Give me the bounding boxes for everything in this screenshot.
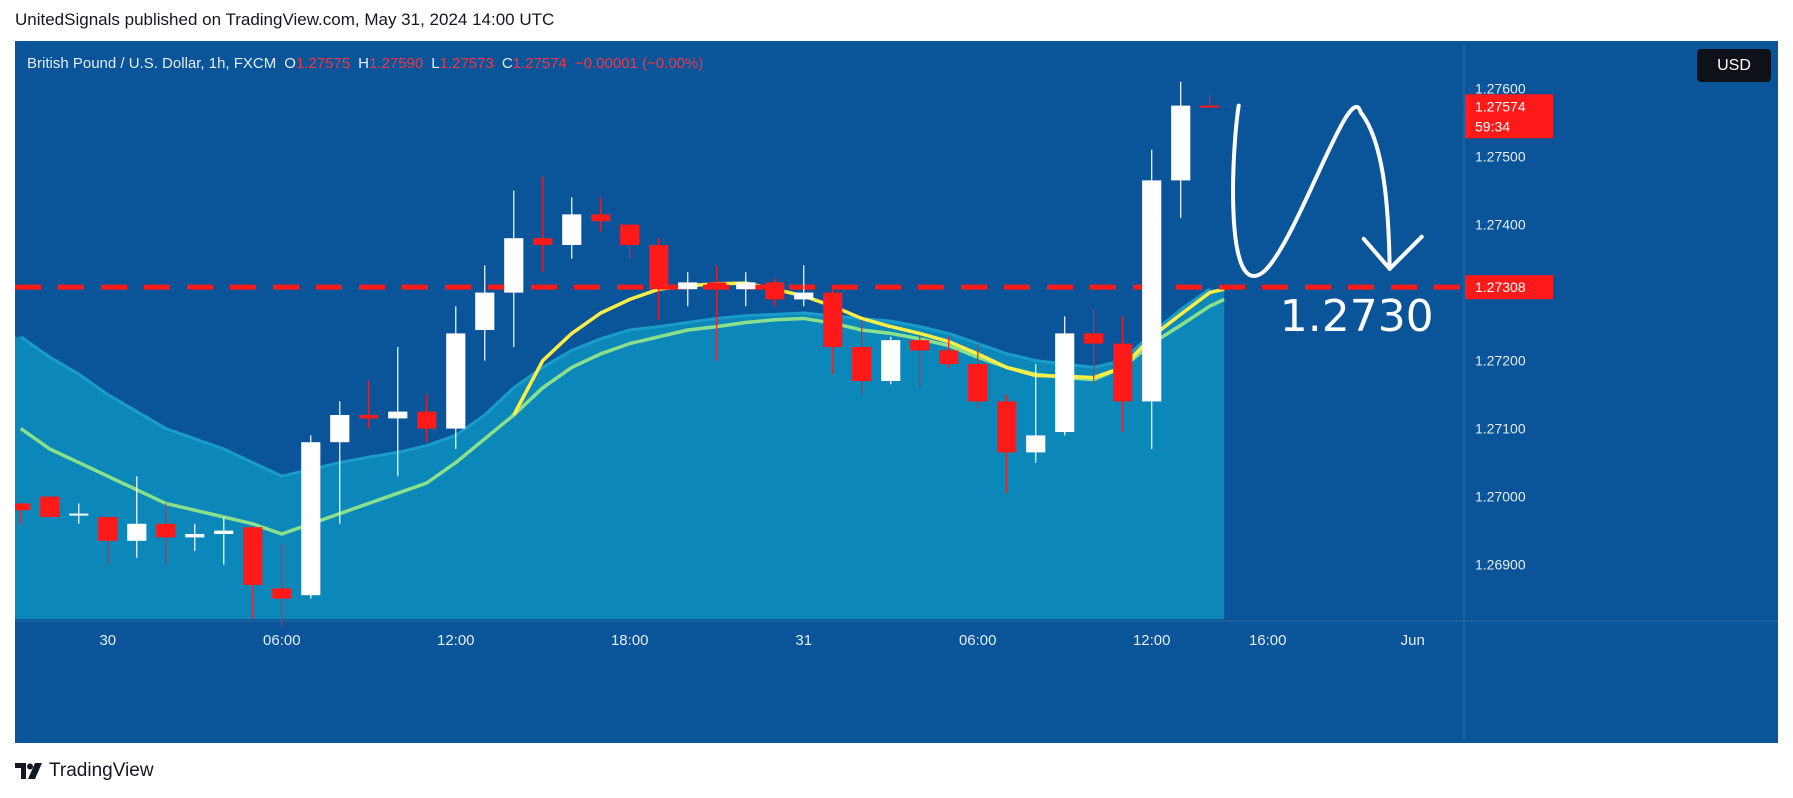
legend-low-value: 1.27573 <box>439 55 494 72</box>
candle-body <box>794 292 814 300</box>
candle-body <box>1055 333 1075 432</box>
legend-change-value: −0.00001 (−0.00%) <box>574 55 704 72</box>
candle-body <box>301 442 321 596</box>
candle-body <box>707 282 727 290</box>
candle-body <box>446 333 466 429</box>
time-tick-label: 12:00 <box>437 632 475 649</box>
candle-body <box>939 350 959 364</box>
price-tick-label: 1.27600 <box>1475 81 1526 97</box>
footer-brand-text: TradingView <box>49 760 154 781</box>
time-tick-label: 18:00 <box>611 632 649 649</box>
candlestick-chart[interactable]: 1.2730 1.26900 1.27000 1.27100 1.27200 1.2730… <box>15 41 1778 743</box>
currency-button[interactable]: USD <box>1697 49 1771 82</box>
candle-body <box>504 238 524 293</box>
tradingview-brand[interactable]: TradingView <box>15 760 154 782</box>
symbol-legend: British Pound / U.S. Dollar, 1h, FXCM O1.… <box>27 55 703 72</box>
time-tick-label: 06:00 <box>263 632 301 649</box>
legend-high-label: H <box>358 55 370 72</box>
candle-body <box>1026 435 1046 453</box>
ma-cloud-area <box>15 289 1225 619</box>
price-tick-label: 1.27100 <box>1475 421 1526 437</box>
candle-body <box>330 415 350 443</box>
candle-body <box>562 214 582 245</box>
candle-body <box>881 340 901 381</box>
candle-body <box>1084 333 1104 344</box>
candle-body <box>591 214 611 222</box>
candle-body <box>243 527 263 585</box>
candle-body <box>388 411 408 419</box>
candle-body <box>620 224 640 245</box>
candle-body <box>1142 180 1162 402</box>
candle-body <box>852 347 872 381</box>
candle-body <box>185 534 205 538</box>
time-tick-label: 12:00 <box>1133 632 1171 649</box>
candle-body <box>765 282 785 300</box>
candle-body <box>968 364 988 402</box>
candle-body <box>127 523 147 541</box>
countdown-label: 59:34 <box>1475 118 1510 134</box>
level-price-label: 1.27308 <box>1475 279 1526 295</box>
candle-body <box>1200 105 1220 108</box>
ma-cloud-edge <box>19 287 1211 478</box>
candle-body <box>69 513 89 516</box>
legend-open-value: 1.27575 <box>295 55 351 72</box>
time-tick-label: 16:00 <box>1249 632 1287 649</box>
legend-low-label: L <box>431 55 440 72</box>
time-tick-label: 06:00 <box>959 632 997 649</box>
tradingview-logo-icon <box>15 763 43 779</box>
legend-close-value: 1.27574 <box>512 55 567 72</box>
current-price-label: 1.27574 <box>1475 98 1526 114</box>
level-annotation: 1.2730 <box>1280 291 1434 342</box>
level-price-tag <box>1465 275 1553 300</box>
candle-body <box>40 496 60 517</box>
current-price-tag <box>1465 94 1553 139</box>
candle-body <box>997 401 1017 453</box>
candle-body <box>736 282 756 290</box>
candle-body <box>823 292 843 347</box>
legend-open-label: O <box>284 55 296 72</box>
legend-high-value: 1.27590 <box>369 55 424 72</box>
price-tick-label: 1.27500 <box>1475 149 1526 165</box>
price-tick-label: 1.26900 <box>1475 557 1526 573</box>
candle-body <box>910 340 930 351</box>
chart-panel[interactable]: 1.2730 1.26900 1.27000 1.27100 1.27200 1.2730… <box>15 41 1778 743</box>
candle-body <box>1171 105 1191 181</box>
price-tick-label: 1.27400 <box>1475 217 1526 233</box>
candle-body <box>1113 343 1133 402</box>
candle-body <box>417 411 437 429</box>
legend-symbol: British Pound / U.S. Dollar, 1h, FXCM <box>27 55 277 72</box>
legend-close-label: C <box>501 55 513 72</box>
candle-body <box>156 523 176 538</box>
candle-body <box>272 588 292 599</box>
price-tick-label: 1.27000 <box>1475 489 1526 505</box>
time-tick-label: Jun <box>1401 632 1425 649</box>
candle-body <box>533 238 553 245</box>
publisher-header: UnitedSignals published on TradingView.c… <box>15 10 555 29</box>
candle-body <box>214 530 234 534</box>
candle-body <box>15 503 31 511</box>
candle-body <box>359 415 379 419</box>
candle-body <box>475 292 495 330</box>
price-tick-label: 1.27200 <box>1475 353 1526 369</box>
projection-path <box>1231 103 1392 278</box>
time-tick-label: 31 <box>795 632 812 649</box>
candle-body <box>678 282 698 290</box>
time-tick-label: 30 <box>99 632 116 649</box>
projection-arrowhead <box>1361 234 1424 271</box>
candle-body <box>649 245 669 290</box>
candle-body <box>98 517 118 541</box>
